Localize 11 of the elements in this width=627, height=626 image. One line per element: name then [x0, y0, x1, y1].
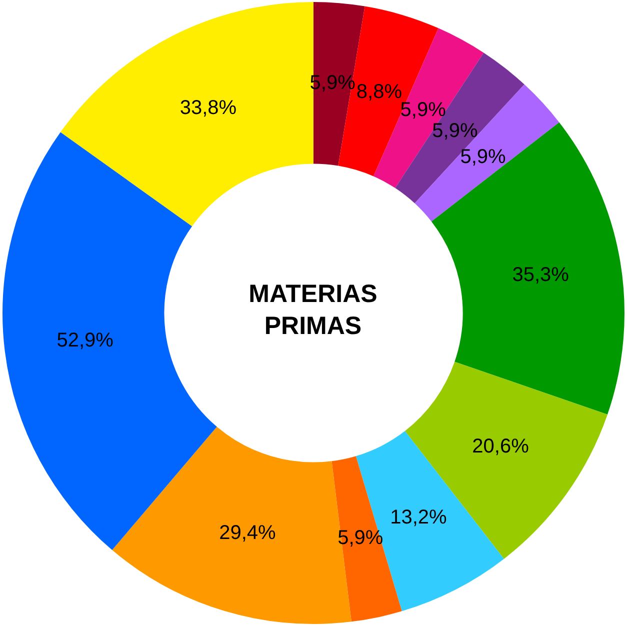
data-label: 5,9% [432, 120, 478, 142]
data-label: 35,3% [512, 264, 570, 286]
data-label: 5,9% [400, 99, 446, 122]
text: MATERIAS PRIMAS [248, 279, 378, 342]
data-label: 29,4% [219, 522, 276, 544]
data-label: 52,9% [56, 330, 114, 352]
data-label: 20,6% [472, 436, 530, 458]
data-label: 8,8% [356, 80, 402, 103]
data-label: 33,8% [180, 96, 237, 119]
data-label: 5,9% [460, 146, 506, 168]
data-label: 13,2% [390, 506, 448, 528]
